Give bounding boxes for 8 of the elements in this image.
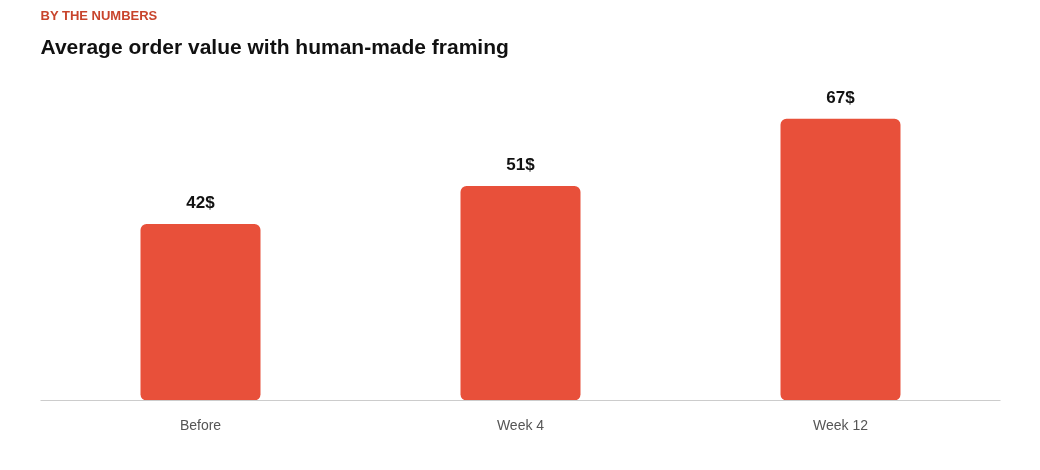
x-tick-label: Before	[179, 416, 222, 433]
data-label: 51$	[506, 155, 536, 175]
chart-subtitle: BY THE NUMBERS	[40, 7, 158, 23]
x-tick-label: Week 4	[496, 416, 545, 433]
data-label: 67$	[826, 87, 856, 107]
chart-title: Average order value with human-made framing	[40, 34, 509, 58]
x-tick-label: Week 12	[813, 416, 869, 433]
data-label: 42$	[186, 192, 216, 212]
